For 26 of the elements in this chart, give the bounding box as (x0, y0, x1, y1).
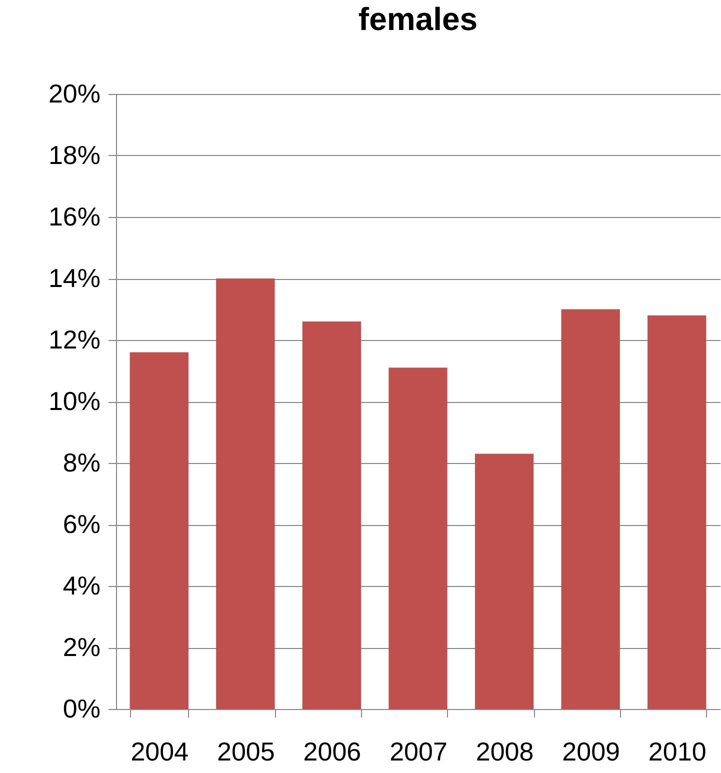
bar (648, 315, 706, 709)
y-tick-label: 14% (48, 263, 100, 293)
y-tick-label: 18% (48, 140, 100, 170)
x-tick-label: 2004 (130, 736, 189, 766)
x-tick-label: 2007 (390, 736, 448, 766)
chart-title: females (358, 1, 478, 37)
y-tick-label: 16% (48, 202, 100, 232)
y-tick-label: 12% (48, 324, 100, 354)
bar (130, 352, 188, 709)
y-tick-label: 10% (48, 386, 100, 416)
y-tick-label: 6% (62, 509, 100, 539)
x-tick-label: 2010 (648, 736, 706, 766)
y-tick-label: 8% (62, 448, 100, 478)
bar (388, 368, 448, 709)
x-tick-label: 2009 (562, 736, 620, 766)
y-tick-label: 4% (62, 570, 100, 600)
bar (216, 278, 275, 709)
y-tick-label: 2% (62, 632, 100, 662)
bar (474, 454, 534, 709)
y-tick-label: 0% (62, 694, 100, 724)
y-tick-label: 20% (48, 78, 100, 108)
x-tick-label: 2008 (476, 736, 534, 766)
x-tick-label: 2005 (217, 736, 275, 766)
bar (561, 309, 620, 709)
bar (302, 322, 362, 709)
x-tick-label: 2006 (303, 736, 362, 766)
